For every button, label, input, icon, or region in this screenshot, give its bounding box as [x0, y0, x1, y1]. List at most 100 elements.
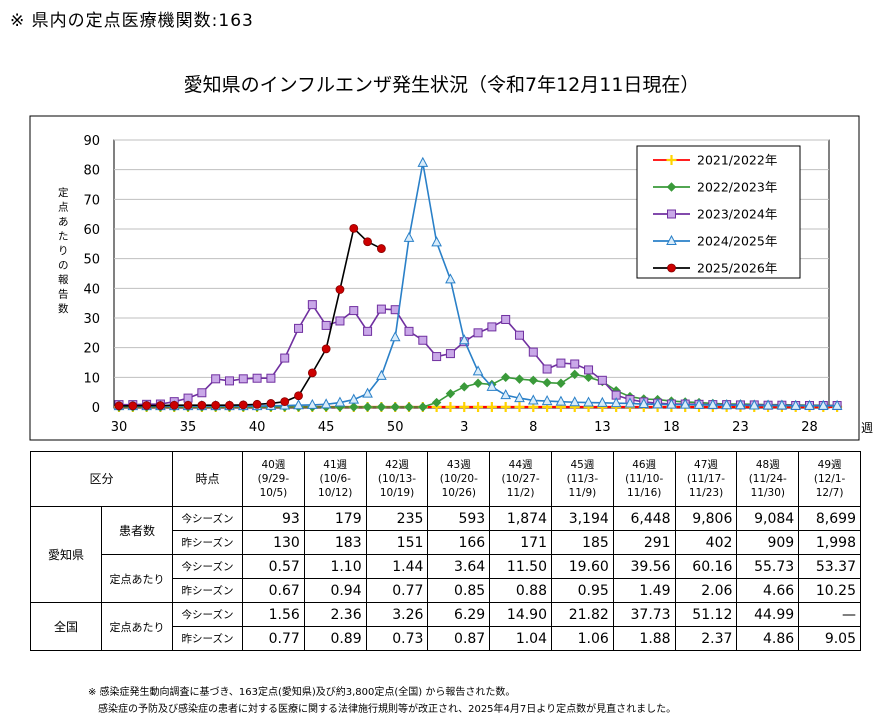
cell: 0.89 [303, 626, 367, 651]
week-header: 47週 (11/17-11/23) [674, 451, 738, 507]
cell: 44.99 [736, 602, 800, 627]
label-last-season: 昨シーズン [172, 530, 244, 555]
data-point [293, 399, 304, 410]
label-this-season: 今シーズン [172, 554, 244, 579]
data-point [514, 330, 524, 340]
header-note: ※ 県内の定点医療機関数:163 [10, 11, 254, 31]
data-point [721, 399, 732, 410]
data-point [487, 322, 497, 332]
week-header: 41週 (10/6-10/12) [303, 451, 367, 507]
data-point [376, 304, 386, 314]
data-point [252, 373, 262, 383]
data-point [169, 400, 179, 410]
data-point [294, 391, 303, 401]
cell: 402 [674, 530, 738, 555]
data-point [211, 400, 221, 410]
data-point [417, 156, 429, 167]
cell: 2.37 [674, 626, 738, 651]
data-point [555, 395, 567, 406]
data-point [459, 402, 470, 412]
cell: 3,194 [551, 506, 614, 531]
cell: 183 [303, 530, 367, 555]
table-row: 昨シーズン 0.77 0.89 0.73 0.87 1.04 1.06 1.88… [31, 626, 861, 651]
data-point [280, 353, 290, 363]
data-point [486, 402, 497, 412]
week-header: 40週 (9/29-10/5) [242, 451, 305, 507]
cell: 39.56 [612, 554, 676, 579]
data-point [266, 373, 276, 383]
data-point [321, 320, 331, 330]
footnote: 感染症の予防及び感染症の患者に対する医療に関する法律施行規則等が改正され、202… [98, 704, 677, 715]
data-point [514, 402, 525, 412]
data-point [363, 326, 373, 336]
data-point [376, 369, 387, 380]
table-row: 愛知県 患者数 今シーズン 93 179 235 593 1,874 3,194… [30, 506, 861, 603]
data-point [459, 382, 469, 392]
data-table: 区分 時点 40週 (9/29-10/5) 41週 (10/6-10/12) 42週… [29, 451, 861, 651]
data-point [307, 300, 317, 310]
week-header: 48週 (11/24-11/30) [736, 451, 800, 507]
data-point [583, 396, 594, 407]
data-point [652, 398, 663, 409]
legend-marker [666, 155, 677, 165]
cell: 0.94 [303, 578, 367, 603]
week-header: 43週 (10/20-10/26) [427, 451, 491, 507]
data-point [624, 397, 636, 408]
data-point [693, 398, 705, 409]
cell: 51.12 [674, 602, 738, 627]
data-point [225, 400, 234, 410]
data-point [432, 352, 442, 362]
data-point [458, 334, 470, 345]
data-point [252, 399, 262, 409]
cell: 1,874 [489, 506, 552, 531]
series-4 [114, 224, 386, 411]
cell: 0.88 [489, 578, 552, 603]
data-point [556, 378, 566, 388]
cell: 2.36 [303, 602, 367, 627]
data-point [500, 372, 511, 383]
data-point [114, 401, 124, 411]
cell: 1.88 [612, 626, 676, 651]
data-point [569, 396, 581, 407]
data-point [583, 372, 594, 383]
label-this-season: 今シーズン [172, 602, 244, 627]
week-header: 44週 (10/27-11/2) [489, 451, 552, 507]
table-header-row: 区分 時点 40週 (9/29-10/5) 41週 (10/6-10/12) 42週… [29, 451, 861, 507]
cell: 53.37 [798, 554, 861, 579]
data-point [334, 396, 346, 407]
data-point [445, 388, 456, 399]
data-point [473, 402, 484, 412]
cell: 1.10 [303, 554, 367, 579]
legend-label: 2023/2024年 [697, 207, 777, 222]
data-point [748, 399, 760, 410]
cell: 3.26 [365, 602, 429, 627]
cell: 9.05 [798, 626, 861, 651]
legend-label: 2025/2026年 [697, 261, 777, 276]
data-point [445, 402, 456, 412]
cell: 37.73 [612, 602, 676, 627]
data-point [610, 397, 622, 408]
data-point [362, 387, 373, 398]
x-tick-label: 23 [732, 420, 749, 435]
cell: 2.06 [674, 578, 738, 603]
cell: — [798, 602, 861, 627]
cell: 8,699 [798, 506, 861, 531]
cell: 93 [242, 506, 305, 531]
data-point [363, 237, 372, 247]
data-point [348, 393, 360, 404]
data-point [404, 402, 414, 412]
data-point [501, 314, 511, 324]
data-point [473, 378, 483, 388]
legend-label: 2024/2025年 [697, 234, 777, 249]
data-point [541, 394, 553, 406]
y-tick-label: 90 [83, 134, 100, 149]
data-point [542, 364, 552, 374]
data-point [528, 375, 539, 386]
data-point [527, 394, 539, 405]
data-point [473, 328, 483, 338]
data-point [514, 374, 525, 384]
data-point [389, 331, 401, 342]
legend-label: 2021/2022年 [697, 153, 777, 168]
footnotes: ※ 感染症発生動向調査に基づき、163定点(愛知県)及び約3,800定点(全国)… [88, 684, 676, 718]
data-point [762, 399, 774, 410]
